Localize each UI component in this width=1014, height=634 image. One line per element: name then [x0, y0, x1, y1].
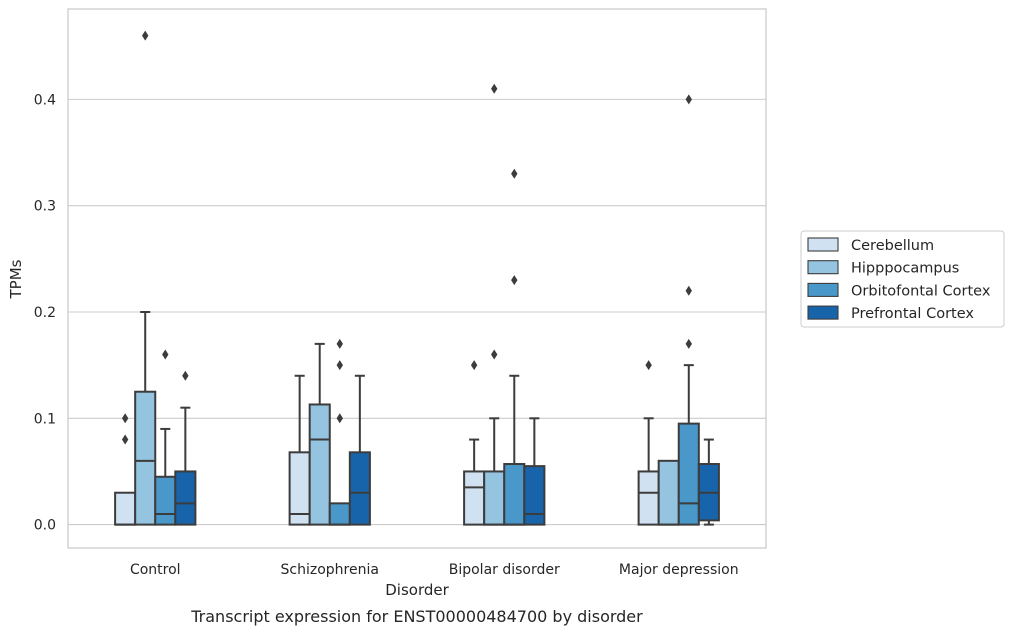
box-hipppocampus — [657, 459, 680, 526]
box-hipppocampus — [134, 30, 157, 526]
x-tick-label: Schizophrenia — [281, 562, 379, 578]
outlier-point — [470, 360, 478, 371]
outlier-point — [685, 338, 692, 349]
box-orbitofontal-cortex — [154, 349, 177, 526]
legend-swatch — [807, 305, 839, 320]
outlier-point — [336, 413, 343, 424]
outlier-point — [511, 168, 518, 179]
y-tick-label: 0.3 — [34, 199, 56, 215]
y-tick-label: 0.0 — [34, 518, 56, 534]
box-hipppocampus — [308, 342, 331, 526]
box-prefrontal-cortex — [697, 438, 720, 526]
x-tick-label: Bipolar disorder — [449, 562, 560, 578]
box-rect — [523, 465, 546, 526]
box-rect — [483, 470, 506, 526]
outlier-point — [511, 275, 518, 286]
box-rect — [637, 470, 660, 526]
legend-label: Hipppocampus — [851, 261, 959, 277]
x-tick-label: Major depression — [619, 562, 739, 578]
box-cerebellum — [463, 360, 486, 526]
box-prefrontal-cortex — [348, 374, 371, 526]
outlier-point — [491, 349, 498, 360]
outlier-point — [121, 413, 129, 424]
outlier-point — [685, 94, 692, 105]
box-rect — [308, 403, 331, 526]
box-rect — [328, 502, 351, 526]
x-axis: Control Schizophrenia Bipolar disorder Majo… — [130, 562, 739, 578]
box-rect — [114, 491, 137, 526]
figure-caption: Transcript expression for ENST0000048470… — [190, 607, 643, 626]
box-cerebellum — [637, 360, 660, 526]
legend: Cerebellum Hipppocampus Orbitofontal Corte… — [800, 230, 1005, 328]
y-axis: 0.0 0.1 0.2 0.3 0.4 — [34, 92, 56, 533]
legend-frame — [800, 230, 1005, 328]
box-orbitofontal-cortex — [503, 168, 526, 526]
outlier-point — [336, 338, 343, 349]
box-cerebellum — [114, 413, 137, 526]
legend-label: Cerebellum — [851, 238, 934, 254]
outlier-point — [685, 285, 692, 296]
outlier-point — [162, 349, 169, 360]
y-axis-title: TPMs — [7, 259, 25, 299]
y-tick-label: 0.1 — [34, 411, 56, 427]
box-prefrontal-cortex — [523, 417, 546, 526]
legend-label: Prefrontal Cortex — [851, 306, 974, 322]
legend-swatch — [807, 282, 839, 297]
x-axis-title: Disorder — [385, 581, 449, 599]
box-rect — [463, 470, 486, 526]
plot-frame — [67, 8, 767, 549]
legend-label: Orbitofontal Cortex — [851, 283, 991, 299]
box-rect — [677, 422, 700, 526]
outlier-point — [142, 30, 149, 41]
y-tick-label: 0.4 — [34, 92, 56, 108]
box-hipppocampus — [483, 83, 506, 526]
box-rect — [174, 470, 197, 526]
box-rect — [503, 463, 526, 526]
box-orbitofontal-cortex — [328, 338, 351, 526]
boxes — [114, 30, 720, 526]
box-orbitofontal-cortex — [677, 94, 700, 526]
outlier-point — [491, 83, 498, 94]
x-tick-label: Control — [130, 562, 181, 578]
box-cerebellum — [288, 374, 311, 526]
box-rect — [348, 451, 371, 526]
box-rect — [657, 459, 680, 526]
legend-swatch — [807, 237, 839, 252]
outlier-point — [336, 360, 343, 371]
box-rect — [134, 390, 157, 526]
outlier-point — [182, 370, 189, 381]
outlier-point — [121, 434, 129, 445]
y-tick-label: 0.2 — [34, 305, 56, 321]
box-prefrontal-cortex — [174, 370, 197, 526]
legend-swatch — [807, 260, 839, 275]
outlier-point — [645, 360, 652, 371]
box-rect — [154, 475, 177, 526]
